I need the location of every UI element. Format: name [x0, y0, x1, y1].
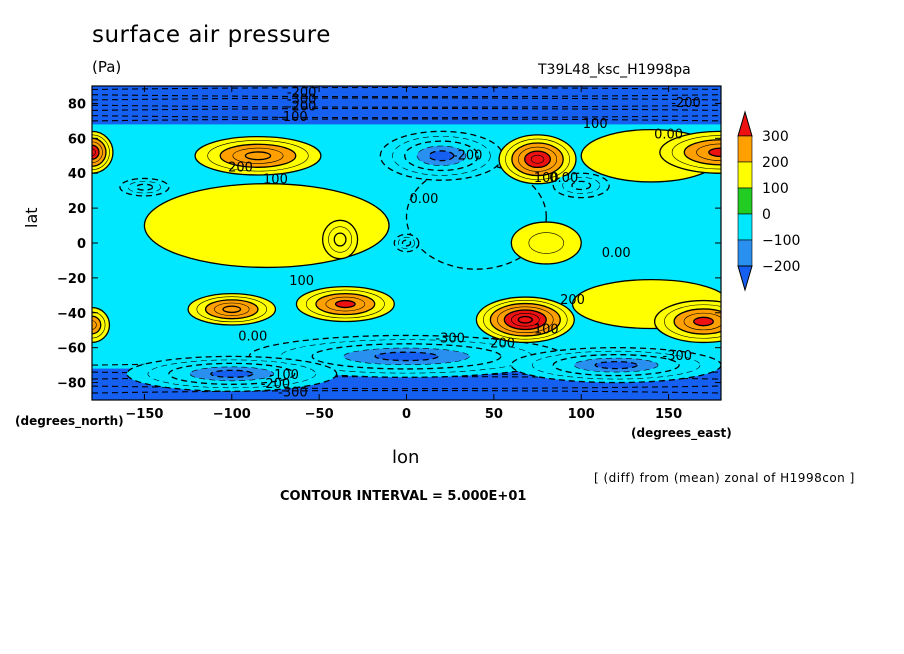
colorbar-label: 200	[762, 155, 789, 171]
contour-line-north	[92, 94, 721, 98]
contour-region	[693, 316, 714, 327]
contour-region	[374, 351, 439, 362]
x-tick-label: 0	[402, 407, 411, 422]
contour-region	[222, 305, 242, 314]
x-tick-label: 50	[485, 407, 503, 422]
x-tick-label: −100	[213, 407, 251, 422]
contour-region	[334, 299, 356, 309]
colorbar-segment	[737, 239, 753, 267]
contour-label: -200	[287, 85, 317, 100]
plot-area: -200-300-200-1002001000.00-2001001000.00…	[92, 85, 721, 401]
colorbar-label: −200	[762, 259, 800, 275]
contour-line-south	[92, 385, 721, 390]
colorbar: 300 200 100 0 −100 −200	[737, 110, 800, 292]
y-tick-label: −60	[57, 342, 86, 357]
contour-region	[708, 147, 721, 158]
contour-label: 0.00	[602, 246, 631, 261]
x-tick-label: 100	[568, 407, 595, 422]
colorbar-segment	[737, 161, 753, 189]
colorbar-top-arrow	[737, 110, 753, 137]
contour-label: -100	[269, 368, 299, 383]
y-tick-label: 40	[68, 167, 86, 182]
contour-line-north	[92, 97, 721, 101]
y-tick-label: −80	[57, 377, 86, 392]
contour-label: 200	[560, 293, 585, 308]
diff-note: [ (diff) from (mean) zonal of H1998con ]	[594, 471, 855, 485]
x-tick-label: −50	[305, 407, 334, 422]
contour-label: 200	[490, 337, 515, 352]
x-axis: −150 −100 −50 0 50 100 150	[125, 86, 682, 422]
contour-region	[571, 180, 592, 191]
colorbar-segment	[737, 135, 753, 163]
contour-label: -200	[671, 96, 701, 111]
colorbar-label: 0	[762, 207, 771, 223]
x-axis-units: (degrees_east)	[631, 426, 732, 440]
contour-label: -300	[663, 349, 693, 364]
chart-title: surface air pressure	[92, 22, 331, 48]
x-tick-label: −150	[125, 407, 163, 422]
contour-label: -300	[435, 331, 465, 346]
contour-label: -200	[453, 148, 483, 163]
contour-region	[401, 239, 412, 247]
contour-region	[428, 150, 455, 162]
contour-region	[244, 151, 272, 161]
contour-label: -100	[278, 110, 308, 125]
contour-region	[594, 360, 638, 370]
contour-label: 0.00	[549, 171, 578, 186]
contour-region	[333, 232, 347, 247]
contour-label: 0.00	[409, 192, 438, 207]
y-tick-label: −20	[57, 272, 86, 287]
contour-region	[530, 154, 545, 164]
y-axis: −80 −60 −40 −20 0 20 40 60 80	[57, 97, 721, 392]
contour-label: -300	[287, 92, 317, 107]
contour-line-north	[92, 118, 721, 122]
contour-label: -200	[287, 99, 317, 114]
contour-label: 100	[289, 274, 314, 289]
contour-label: 100	[583, 117, 608, 132]
contour-line-north	[92, 115, 721, 119]
contour-label: -200	[261, 377, 291, 392]
y-tick-label: 80	[68, 97, 86, 112]
contour-interval-label: CONTOUR INTERVAL = 5.000E+01	[280, 489, 527, 504]
contour-line-north	[92, 107, 721, 111]
x-axis-label: lon	[392, 447, 420, 468]
contour-label: 100	[534, 323, 559, 338]
y-axis-units: (degrees_north)	[15, 414, 124, 428]
y-tick-label: 60	[68, 132, 86, 147]
colorbar-label: −100	[762, 233, 800, 249]
contour-label: 100	[263, 173, 288, 188]
x-tick-label: 150	[655, 407, 682, 422]
colorbar-segment	[737, 213, 753, 241]
contour-label: 200	[228, 160, 253, 175]
colorbar-bottom-arrow	[737, 265, 753, 292]
contour-region	[528, 232, 565, 254]
contour-region	[92, 320, 97, 330]
run-id-label: T39L48_ksc_H1998pa	[538, 62, 691, 78]
y-tick-label: −40	[57, 307, 86, 322]
contour-region	[210, 369, 254, 378]
contour-label: 0.00	[654, 127, 683, 142]
contour-label: -300	[278, 386, 308, 401]
y-tick-label: 0	[77, 237, 86, 252]
contour-region	[92, 148, 96, 157]
contour-label: 100	[534, 171, 559, 186]
colorbar-label: 100	[762, 181, 789, 197]
units-label: (Pa)	[92, 58, 122, 76]
contour-label: 0.00	[238, 330, 267, 345]
colorbar-segment	[737, 187, 753, 215]
contour-line-north	[92, 104, 721, 108]
y-tick-label: 20	[68, 202, 86, 217]
contour-region	[135, 183, 154, 191]
contour-line-south	[92, 389, 721, 394]
colorbar-label: 300	[762, 129, 789, 145]
contour-region	[517, 315, 533, 324]
